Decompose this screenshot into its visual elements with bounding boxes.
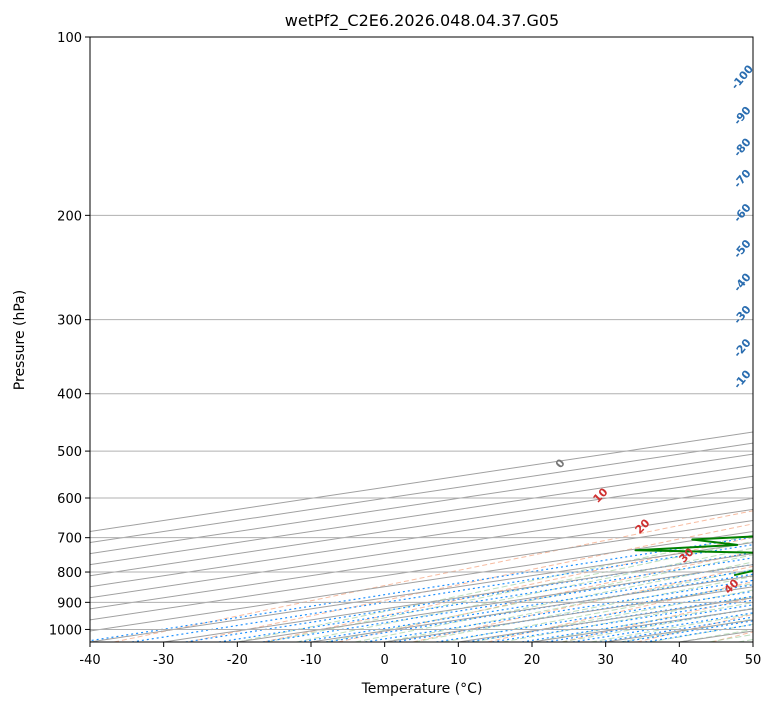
dry-adiabat-line [188,523,753,642]
moist-adiabat-line [237,534,753,642]
plot-frame [89,36,754,643]
y-tick-label: 600 [57,492,82,507]
isotherm-line [90,497,753,599]
x-tick-label: -40 [79,653,100,668]
dry-adiabats [113,510,753,642]
isobars [90,37,753,630]
y-tick-label: 400 [57,388,82,403]
x-axis-label: Temperature (°C) [361,681,483,697]
x-tick-label: 40 [671,653,688,668]
plot-area [90,37,753,642]
isotherm-line [90,464,753,566]
isotherm-line [90,530,753,632]
y-tick-label: 800 [57,566,82,581]
moist-adiabat-line [443,582,753,642]
x-tick-label: 0 [381,653,389,668]
isotherm-line [90,442,753,544]
isotherm-line [90,508,753,610]
x-tick-label: -10 [300,653,321,668]
moist-adiabat-line [531,601,753,642]
isotherm-line [90,486,753,588]
y-tick-label: 900 [57,596,82,611]
y-tick-label: 1000 [49,623,82,638]
x-tick-label: 20 [524,653,541,668]
dewpoint-profile-line [634,535,753,577]
x-tick-label: 10 [450,653,467,668]
chart-title: wetPf2_C2E6.2026.048.04.37.G05 [285,11,559,31]
moist-adiabat-line [355,561,753,642]
x-tick-label: 50 [745,653,762,668]
x-tick-label: -20 [227,653,248,668]
y-tick-label: 500 [57,445,82,460]
isotherm-line [90,475,753,577]
mixing-ratio-line [218,557,753,642]
x-axis-ticks: -40 -30 -20 -10 0 10 20 30 40 50 [79,642,761,668]
dry-adiabat-line [562,597,753,642]
y-tick-label: 700 [57,532,82,547]
mixing-ratio-lines [90,536,753,642]
isotherm-line [90,519,753,621]
y-tick-label: 200 [57,209,82,224]
isotherms [90,431,753,642]
y-tick-label: 100 [57,31,82,46]
y-axis-label: Pressure (hPa) [12,290,28,390]
x-tick-label: 30 [597,653,614,668]
dry-adiabat-line [338,551,753,642]
x-tick-label: -30 [153,653,174,668]
mixing-ratio-line [299,569,753,642]
mixing-ratio-line [131,544,753,642]
y-axis-ticks: 100 200 300 400 500 600 700 800 900 1000 [49,31,90,638]
mixing-ratio-line [90,536,753,642]
mixing-ratio-line [185,552,753,642]
mixing-ratio-line [599,616,753,642]
y-tick-label: 300 [57,314,82,329]
isotherm-line [90,453,753,555]
moist-adiabat-line [384,568,753,642]
mixing-ratio-line [262,563,753,642]
dry-adiabat-line [487,581,753,642]
moist-adiabat-line [266,540,753,642]
sounding-profiles [634,535,753,577]
